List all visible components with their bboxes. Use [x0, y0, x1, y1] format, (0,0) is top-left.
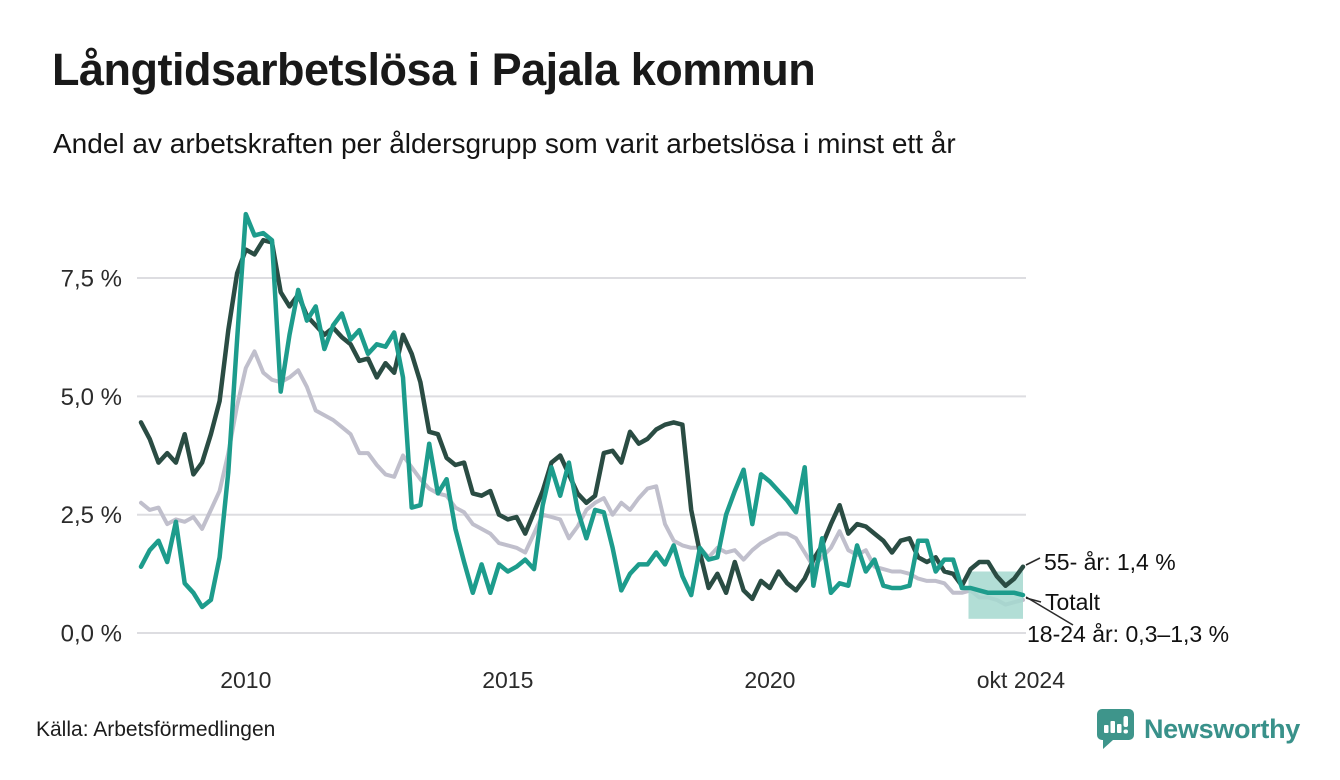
- x-tick-label: okt 2024: [977, 667, 1065, 693]
- series-line-18-24-r: [138, 211, 1026, 610]
- x-tick-label: 2010: [220, 667, 271, 693]
- y-tick-label: 7,5 %: [61, 266, 122, 293]
- page-title: Långtidsarbetslösa i Pajala kommun: [52, 44, 816, 95]
- newsworthy-logo-icon: [1095, 708, 1135, 750]
- series-line-55-r: [138, 237, 1026, 602]
- series-line-totalt: [139, 349, 1025, 607]
- y-tick-label: 5,0 %: [61, 384, 122, 411]
- x-tick-label: 2020: [744, 667, 795, 693]
- annotation-label-totalt: Totalt: [1045, 589, 1101, 615]
- y-tick-label: 0,0 %: [61, 621, 122, 648]
- x-tick-label: 2015: [482, 667, 533, 693]
- source-note: Källa: Arbetsförmedlingen: [36, 718, 276, 741]
- annotation-connector-18-24-r: [1025, 596, 1074, 626]
- newsworthy-logo-text: Newsworthy: [1143, 713, 1300, 744]
- page-subtitle: Andel av arbetskraften per åldersgrupp s…: [53, 128, 956, 159]
- y-tick-label: 2,5 %: [61, 502, 122, 529]
- annotation-label-18-24-r: 18-24 år: 0,3–1,3 %: [1027, 621, 1229, 647]
- annotation-label-55-r: 55- år: 1,4 %: [1044, 549, 1176, 575]
- newsworthy-logo: Newsworthy: [1095, 706, 1300, 752]
- annotation-connector-55-r: [1025, 557, 1041, 566]
